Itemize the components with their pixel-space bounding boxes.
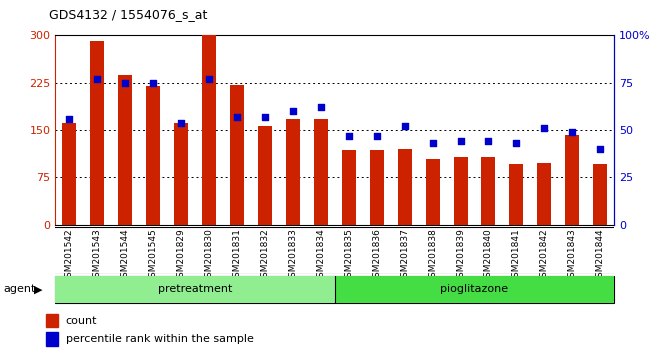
- Bar: [46, 332, 58, 346]
- Bar: [426, 159, 439, 225]
- Bar: [335, 276, 614, 303]
- Text: GSM201832: GSM201832: [261, 228, 269, 283]
- Text: GSM201544: GSM201544: [121, 228, 129, 282]
- Point: [399, 124, 410, 129]
- Point: [92, 76, 103, 82]
- Text: ▶: ▶: [34, 284, 42, 295]
- Point: [512, 141, 522, 146]
- Bar: [118, 75, 132, 225]
- Point: [372, 133, 382, 139]
- Text: GSM201829: GSM201829: [177, 228, 185, 283]
- Text: agent: agent: [3, 284, 36, 295]
- Text: GSM201839: GSM201839: [456, 228, 465, 283]
- Bar: [566, 135, 579, 225]
- Bar: [314, 119, 328, 225]
- Point: [344, 133, 354, 139]
- Bar: [230, 85, 244, 225]
- Point: [484, 139, 494, 144]
- Text: count: count: [66, 316, 97, 326]
- Point: [204, 76, 214, 82]
- Point: [540, 125, 550, 131]
- Text: pretreatment: pretreatment: [158, 284, 232, 295]
- Bar: [146, 86, 160, 225]
- Bar: [90, 41, 104, 225]
- Bar: [454, 156, 467, 225]
- Bar: [510, 164, 523, 225]
- Point: [120, 80, 131, 86]
- Point: [567, 129, 578, 135]
- Text: GSM201831: GSM201831: [233, 228, 241, 283]
- Point: [148, 80, 159, 86]
- Text: GSM201542: GSM201542: [65, 228, 73, 282]
- Text: GSM201836: GSM201836: [372, 228, 381, 283]
- Point: [595, 146, 606, 152]
- Bar: [482, 156, 495, 225]
- Bar: [62, 122, 76, 225]
- Text: GSM201841: GSM201841: [512, 228, 521, 283]
- Bar: [398, 149, 411, 225]
- Point: [231, 114, 242, 120]
- Text: GDS4132 / 1554076_s_at: GDS4132 / 1554076_s_at: [49, 8, 207, 21]
- Text: GSM201543: GSM201543: [93, 228, 101, 283]
- Point: [316, 104, 326, 110]
- Text: GSM201835: GSM201835: [344, 228, 353, 283]
- Text: GSM201842: GSM201842: [540, 228, 549, 282]
- Point: [288, 108, 298, 114]
- Text: GSM201838: GSM201838: [428, 228, 437, 283]
- Bar: [538, 163, 551, 225]
- Text: percentile rank within the sample: percentile rank within the sample: [66, 334, 254, 344]
- Text: GSM201840: GSM201840: [484, 228, 493, 283]
- Point: [456, 139, 466, 144]
- Bar: [258, 126, 272, 225]
- Text: GSM201837: GSM201837: [400, 228, 409, 283]
- Text: GSM201843: GSM201843: [568, 228, 577, 283]
- Text: GSM201844: GSM201844: [596, 228, 605, 282]
- Text: GSM201833: GSM201833: [289, 228, 297, 283]
- Text: pioglitazone: pioglitazone: [441, 284, 508, 295]
- Point: [176, 120, 187, 125]
- Text: GSM201834: GSM201834: [317, 228, 325, 283]
- Point: [260, 114, 270, 120]
- Text: GSM201545: GSM201545: [149, 228, 157, 283]
- Text: GSM201830: GSM201830: [205, 228, 213, 283]
- Bar: [46, 314, 58, 327]
- Bar: [174, 122, 188, 225]
- Bar: [342, 150, 356, 225]
- Bar: [286, 119, 300, 225]
- Point: [64, 116, 75, 121]
- Point: [428, 141, 438, 146]
- Bar: [55, 276, 335, 303]
- Bar: [370, 150, 384, 225]
- Bar: [593, 164, 607, 225]
- Bar: [202, 35, 216, 225]
